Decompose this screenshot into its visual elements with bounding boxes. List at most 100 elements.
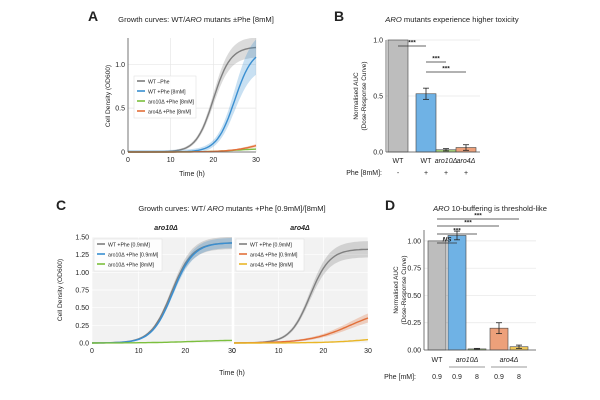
legend-label: aro4Δ +Phe [8mM] xyxy=(250,263,294,269)
legend-box xyxy=(235,238,305,272)
y-tick-label: 0.0 xyxy=(79,341,89,348)
series-band-1 xyxy=(92,237,232,343)
x-tick-label: 20 xyxy=(181,348,189,355)
significance-label: *** xyxy=(464,220,472,227)
panel-label-a: A xyxy=(88,8,98,24)
y-axis-label-b: (Dose-Response Curve) xyxy=(361,62,368,131)
row-value-d: 0.9 xyxy=(432,374,442,381)
row-value-d: 0.9 xyxy=(494,374,504,381)
y-tick-label: 1.0 xyxy=(115,62,125,69)
y-tick-label: 0.50 xyxy=(75,305,89,312)
y-tick-label: 1.00 xyxy=(75,270,89,277)
line-chart-a: 0 10 20 30 0 0.5 1.0 WT –Phe WT +Phe [8mM] aro10Δ… xyxy=(115,38,260,164)
x-tick-label: 10 xyxy=(275,348,283,355)
category-label-b: aro4Δ xyxy=(457,158,476,165)
legend-label: aro10Δ +Phe [8mM] xyxy=(148,100,195,106)
group-label-d: WT xyxy=(432,357,444,364)
significance-label: *** xyxy=(432,56,440,63)
series-band-0 xyxy=(128,38,256,152)
x-tick-label: 10 xyxy=(135,348,143,355)
x-tick-label: 30 xyxy=(228,348,236,355)
series-line-2 xyxy=(92,339,232,344)
y-axis-label-c: Cell Density (OD600) xyxy=(57,259,64,321)
row-value-b: + xyxy=(424,170,428,177)
row-value-b: - xyxy=(397,170,400,177)
row-label-b: Phe [8mM]: xyxy=(346,170,382,177)
x-tick-label: 30 xyxy=(252,157,260,164)
bar-0 xyxy=(427,240,447,351)
bar-1 xyxy=(415,93,437,153)
series-line-2 xyxy=(234,338,369,344)
y-tick-label: 0.50 xyxy=(407,293,421,300)
x-axis-label-c: Time (h) xyxy=(219,370,245,377)
x-tick-label: 20 xyxy=(319,348,327,355)
row-value-d: 8 xyxy=(517,374,521,381)
y-tick-label: 1.25 xyxy=(75,252,89,259)
legend-label: WT –Phe xyxy=(148,80,170,86)
significance-label: NS xyxy=(442,237,452,244)
y-tick-label: 0.75 xyxy=(75,288,89,295)
bar-0 xyxy=(387,39,409,153)
row-value-b: + xyxy=(444,170,448,177)
legend-label: aro10Δ +Phe [0.9mM] xyxy=(108,253,159,259)
y-tick-label: 0.0 xyxy=(373,150,383,157)
y-tick-label: 0.25 xyxy=(407,320,421,327)
group-label-d: aro10Δ xyxy=(456,357,479,364)
panel-label-b: B xyxy=(334,8,344,24)
subtitle-c2: aro4Δ xyxy=(290,225,310,232)
series-band-1 xyxy=(128,39,256,152)
legend-label: aro4Δ +Phe [8mM] xyxy=(148,110,192,116)
legend-label: WT +Phe [8mM] xyxy=(148,90,186,96)
significance-label: *** xyxy=(408,40,416,47)
y-axis-label-d: Normalised AUC xyxy=(393,266,400,314)
y-tick-label: 0.25 xyxy=(75,323,89,330)
x-axis-label-a: Time (h) xyxy=(179,171,205,178)
series-band-0 xyxy=(234,241,368,343)
x-tick-label: 0 xyxy=(126,157,130,164)
y-tick-label: 0.00 xyxy=(407,348,421,355)
bar-chart-b: 0.00.51.0 ********* xyxy=(373,38,480,157)
legend-label: WT +Phe [0.9mM] xyxy=(108,243,150,249)
significance-label: *** xyxy=(442,66,450,73)
y-tick-label: 1.0 xyxy=(373,38,383,45)
x-tick-label: 30 xyxy=(364,348,372,355)
y-tick-label: 0.75 xyxy=(407,266,421,273)
y-tick-label: 1.00 xyxy=(407,238,421,245)
series-band-1 xyxy=(234,313,368,343)
y-tick-label: 0 xyxy=(121,150,125,157)
legend-box xyxy=(93,238,163,272)
x-tick-label: 10 xyxy=(167,157,175,164)
y-axis-label-a: Cell Density (OD600) xyxy=(105,65,112,127)
legend-label: aro4Δ +Phe [0.9mM] xyxy=(250,253,298,259)
category-label-b: WT xyxy=(421,158,433,165)
panel-label-c: C xyxy=(56,197,66,213)
title-a: Growth curves: WT/ARO mutants ±Phe [8mM] xyxy=(118,15,274,24)
category-label-b: aro10Δ xyxy=(435,158,458,165)
group-label-d: aro4Δ xyxy=(500,357,519,364)
x-tick-label: 0 xyxy=(90,348,94,355)
line-chart-c2: 0 10 20 30 WT +Phe [0.9mM] aro4Δ +Phe [0.9mM]… xyxy=(232,236,372,355)
legend-label: aro10Δ +Phe [8mM] xyxy=(108,263,155,269)
significance-label: *** xyxy=(453,228,461,235)
y-axis-label-d: (Dose-Response Curve) xyxy=(401,256,408,325)
x-tick-label: 20 xyxy=(209,157,217,164)
y-tick-label: 1.50 xyxy=(75,235,89,242)
x-tick-label: 0 xyxy=(232,348,236,355)
bar-chart-d: 0.000.250.500.751.00 NS********* xyxy=(407,213,536,355)
line-chart-c1: 0 10 20 30 0.0 0.25 0.50 0.75 1.00 1.25 1.50 WT +Ph… xyxy=(75,235,236,356)
title-d: ARO 10-buffering is threshold-like xyxy=(432,204,547,213)
series-band-0 xyxy=(92,237,232,343)
significance-label: *** xyxy=(474,213,482,220)
title-b: ARO mutants experience higher toxicity xyxy=(384,15,519,24)
title-c: Growth curves: WT/ ARO mutants +Phe [0.9… xyxy=(138,204,325,213)
row-value-b: + xyxy=(464,170,468,177)
panel-label-d: D xyxy=(385,197,395,213)
bar-1 xyxy=(447,235,467,351)
legend-label: WT +Phe [0.9mM] xyxy=(250,243,292,249)
row-value-d: 8 xyxy=(475,374,479,381)
y-axis-label-b: Normalised AUC xyxy=(353,72,360,120)
category-label-b: WT xyxy=(393,158,405,165)
y-tick-label: 0.5 xyxy=(115,106,125,113)
row-value-d: 0.9 xyxy=(452,374,462,381)
y-tick-label: 0.5 xyxy=(373,94,383,101)
